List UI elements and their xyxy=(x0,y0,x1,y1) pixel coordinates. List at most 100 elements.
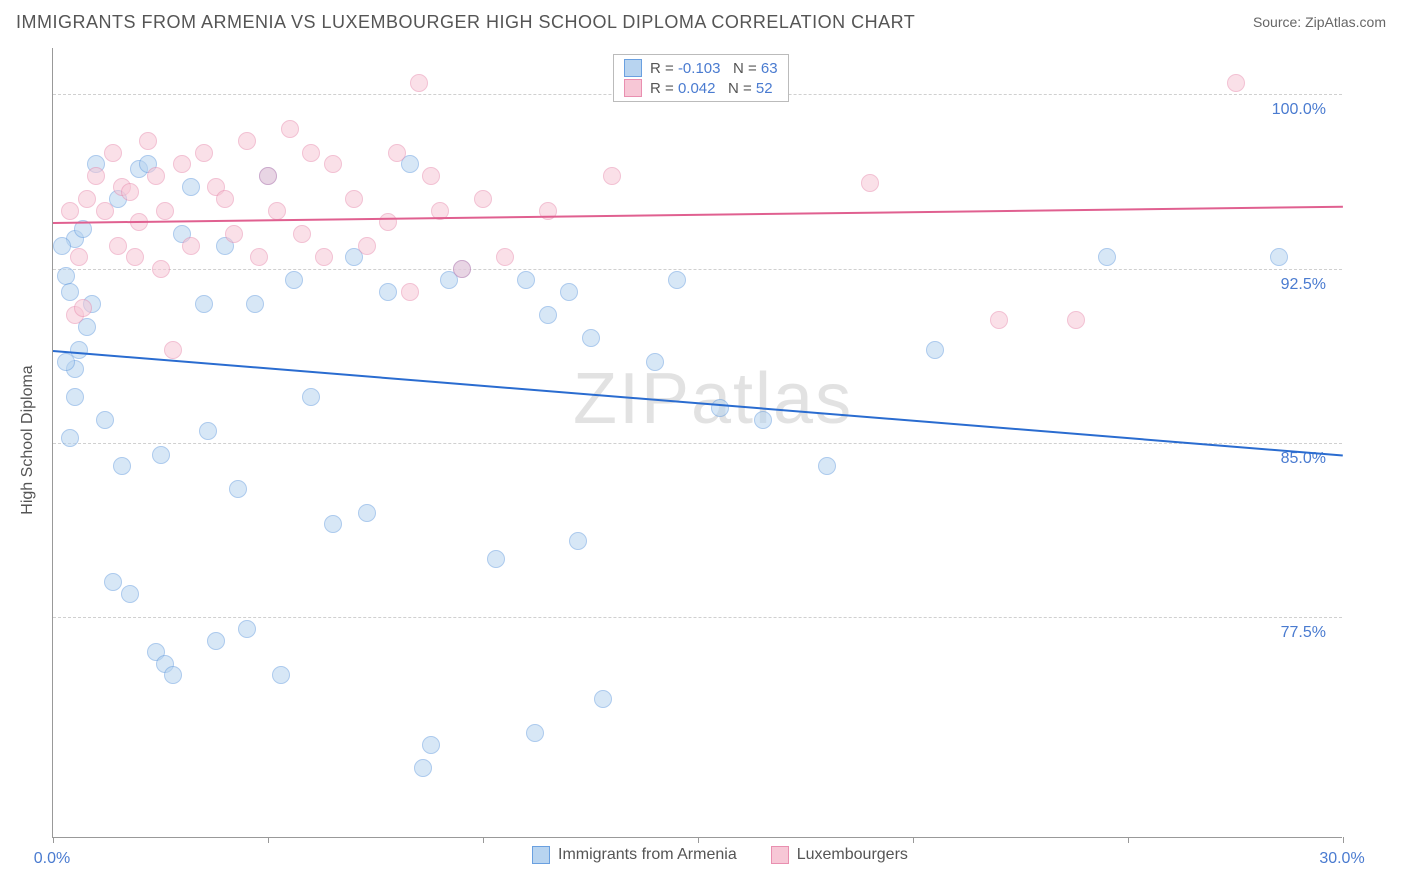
x-tick xyxy=(913,837,914,843)
data-point xyxy=(1067,311,1085,329)
data-point xyxy=(293,225,311,243)
data-point xyxy=(61,202,79,220)
data-point xyxy=(216,190,234,208)
data-point xyxy=(569,532,587,550)
data-point xyxy=(147,167,165,185)
data-point xyxy=(225,225,243,243)
x-tick xyxy=(268,837,269,843)
legend-stat: R = 0.042 N = 52 xyxy=(650,80,773,97)
legend-row: R = 0.042 N = 52 xyxy=(624,79,778,97)
y-tick-label: 92.5% xyxy=(1281,276,1326,294)
data-point xyxy=(422,167,440,185)
y-tick-label: 77.5% xyxy=(1281,624,1326,642)
data-point xyxy=(96,202,114,220)
data-point xyxy=(139,132,157,150)
trend-line xyxy=(53,350,1343,457)
data-point xyxy=(315,248,333,266)
data-point xyxy=(754,411,772,429)
data-point xyxy=(57,353,75,371)
data-point xyxy=(195,295,213,313)
source-attribution: Source: ZipAtlas.com xyxy=(1253,14,1386,30)
data-point xyxy=(1227,74,1245,92)
data-point xyxy=(496,248,514,266)
data-point xyxy=(582,329,600,347)
data-point xyxy=(453,260,471,278)
data-point xyxy=(358,504,376,522)
data-point xyxy=(152,260,170,278)
data-point xyxy=(182,178,200,196)
data-point xyxy=(345,190,363,208)
data-point xyxy=(487,550,505,568)
data-point xyxy=(302,388,320,406)
data-point xyxy=(517,271,535,289)
data-point xyxy=(668,271,686,289)
data-point xyxy=(66,388,84,406)
data-point xyxy=(164,666,182,684)
data-point xyxy=(53,237,71,255)
data-point xyxy=(250,248,268,266)
data-point xyxy=(74,299,92,317)
data-point xyxy=(379,213,397,231)
trend-line xyxy=(53,206,1343,224)
data-point xyxy=(121,183,139,201)
data-point xyxy=(259,167,277,185)
x-tick xyxy=(698,837,699,843)
data-point xyxy=(238,620,256,638)
data-point xyxy=(78,190,96,208)
data-point xyxy=(818,457,836,475)
data-point xyxy=(272,666,290,684)
data-point xyxy=(410,74,428,92)
data-point xyxy=(861,174,879,192)
x-tick-label: 30.0% xyxy=(1319,850,1364,868)
data-point xyxy=(926,341,944,359)
data-point xyxy=(104,573,122,591)
data-point xyxy=(57,267,75,285)
data-point xyxy=(1270,248,1288,266)
y-axis-label: High School Diploma xyxy=(19,365,37,514)
data-point xyxy=(70,248,88,266)
data-point xyxy=(121,585,139,603)
data-point xyxy=(526,724,544,742)
data-point xyxy=(246,295,264,313)
data-point xyxy=(164,341,182,359)
data-point xyxy=(603,167,621,185)
x-tick-label: 0.0% xyxy=(34,850,70,868)
data-point xyxy=(87,167,105,185)
data-point xyxy=(388,144,406,162)
y-tick-label: 100.0% xyxy=(1272,101,1326,119)
legend-label: Luxembourgers xyxy=(797,846,908,864)
legend-swatch xyxy=(624,59,642,77)
data-point xyxy=(285,271,303,289)
data-point xyxy=(324,155,342,173)
data-point xyxy=(207,632,225,650)
data-point xyxy=(109,237,127,255)
data-point xyxy=(61,283,79,301)
legend-row: R = -0.103 N = 63 xyxy=(624,59,778,77)
data-point xyxy=(401,283,419,301)
data-point xyxy=(173,155,191,173)
data-point xyxy=(594,690,612,708)
gridline xyxy=(53,269,1342,270)
data-point xyxy=(324,515,342,533)
data-point xyxy=(182,237,200,255)
data-point xyxy=(560,283,578,301)
legend-swatch xyxy=(624,79,642,97)
plot-area: ZIPatlas 77.5%85.0%92.5%100.0%R = -0.103… xyxy=(52,48,1342,838)
x-tick xyxy=(53,837,54,843)
data-point xyxy=(990,311,1008,329)
data-point xyxy=(199,422,217,440)
data-point xyxy=(414,759,432,777)
x-tick xyxy=(1343,837,1344,843)
legend-item: Immigrants from Armenia xyxy=(532,846,737,864)
legend-item: Luxembourgers xyxy=(771,846,908,864)
data-point xyxy=(1098,248,1116,266)
x-tick xyxy=(1128,837,1129,843)
watermark: ZIPatlas xyxy=(573,358,853,440)
data-point xyxy=(474,190,492,208)
data-point xyxy=(358,237,376,255)
gridline xyxy=(53,443,1342,444)
data-point xyxy=(646,353,664,371)
data-point xyxy=(539,306,557,324)
legend-stat: R = -0.103 N = 63 xyxy=(650,60,778,77)
data-point xyxy=(229,480,247,498)
